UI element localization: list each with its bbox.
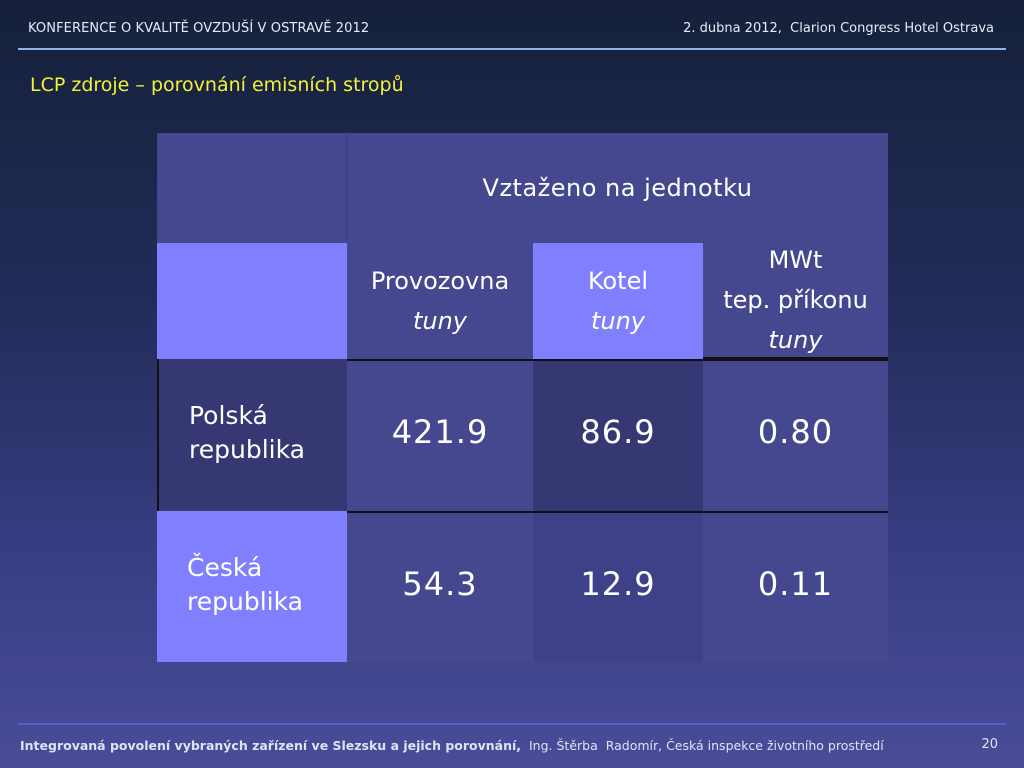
footer-text: Integrovaná povolení vybraných zařízení … <box>20 738 884 753</box>
row-label-line1: Polská <box>189 401 268 430</box>
table-cell: 0.80 <box>703 359 888 511</box>
footer-bold-text: Integrovaná povolení vybraných zařízení … <box>20 738 522 753</box>
column-header-mwt: MWt tep. příkonu tuny <box>703 243 888 359</box>
cell-value: 54.3 <box>402 565 478 603</box>
table-corner-cell <box>157 133 347 243</box>
column-header-kotel: Kotel tuny <box>533 243 703 359</box>
footer-author-text: Ing. Štěrba Radomír, Česká inspekce živo… <box>521 738 884 753</box>
conference-title: KONFERENCE O KVALITĚ OVZDUŠÍ V OSTRAVĚ 2… <box>28 21 370 36</box>
cell-value: 421.9 <box>391 413 489 451</box>
group-header-cell: Vztaženo na jednotku <box>347 133 888 243</box>
table-cell: 0.11 <box>703 511 888 662</box>
header-divider <box>18 48 1006 50</box>
column-unit: tuny <box>590 307 646 335</box>
table-cell: 86.9 <box>533 359 703 511</box>
conference-date-venue: 2. dubna 2012, Clarion Congress Hotel Os… <box>683 21 994 36</box>
column-subname: tep. příkonu <box>723 286 868 314</box>
cell-value: 12.9 <box>580 565 656 603</box>
table-cell: 421.9 <box>347 359 533 511</box>
row-label-polska: Polská republika <box>157 359 347 511</box>
row-label-line1: Česká <box>187 553 263 582</box>
column-name: MWt <box>768 246 823 274</box>
row-label-ceska: Česká republika <box>157 511 347 662</box>
cell-value: 86.9 <box>580 413 656 451</box>
footer-divider <box>18 723 1006 725</box>
cell-value: 0.11 <box>757 565 834 603</box>
group-header-label: Vztaženo na jednotku <box>482 174 753 202</box>
slide-title: LCP zdroje – porovnání emisních stropů <box>30 74 404 96</box>
column-header-provozovna: Provozovna tuny <box>347 243 533 359</box>
column-name: Kotel <box>587 267 649 295</box>
row-header-corner-cell <box>157 243 347 359</box>
emission-ceiling-table: Vztaženo na jednotku Provozovna tuny Kot… <box>157 133 888 662</box>
column-unit: tuny <box>768 326 823 354</box>
cell-value: 0.80 <box>757 413 834 451</box>
column-name: Provozovna <box>370 267 510 295</box>
table-cell: 54.3 <box>347 511 533 662</box>
column-unit: tuny <box>412 307 468 335</box>
row-label-line2: republika <box>187 587 303 616</box>
page-number: 20 <box>981 737 998 752</box>
table-cell: 12.9 <box>533 511 703 662</box>
row-label-line2: republika <box>189 435 305 464</box>
